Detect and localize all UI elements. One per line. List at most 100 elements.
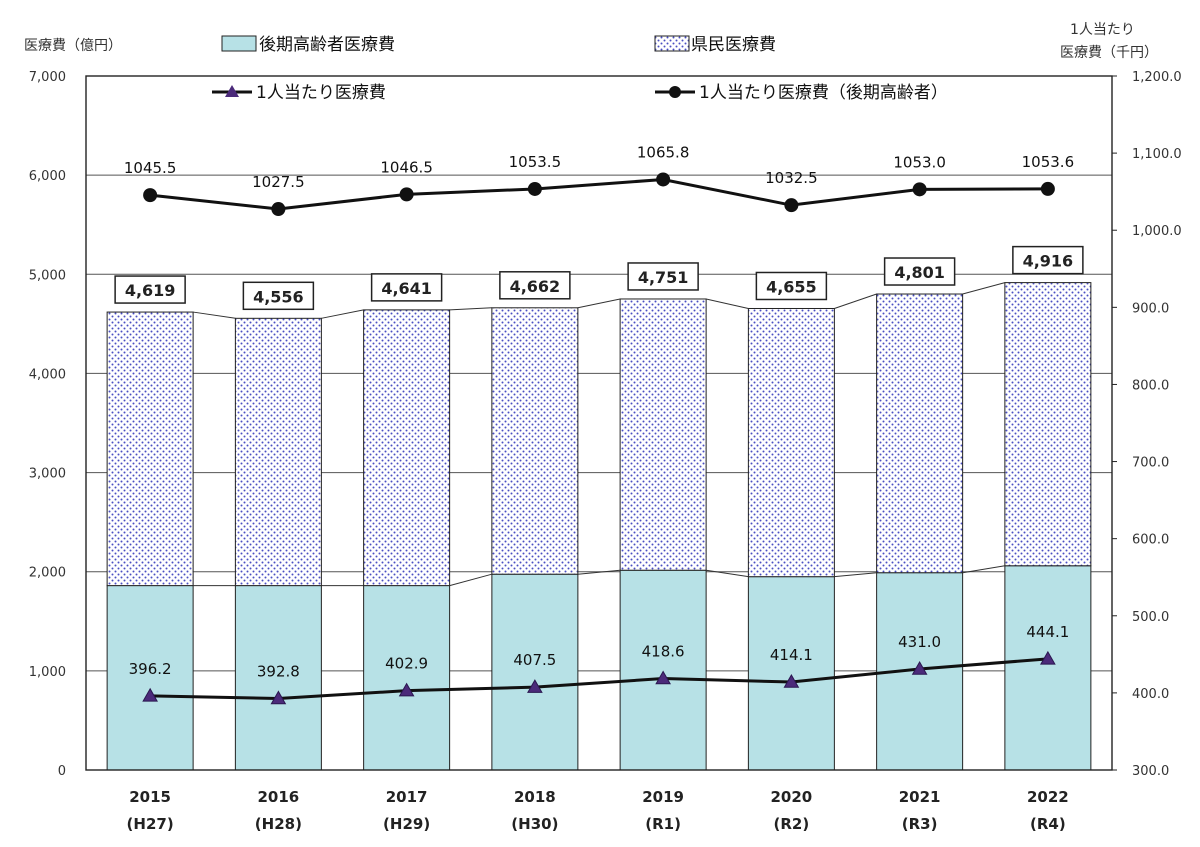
bar-total-label: 4,801 [894,263,945,282]
line-point [527,679,543,693]
y-right-axis-title-line1: 1人当たり [1070,22,1135,38]
x-tick-sublabel: (R1) [645,815,681,833]
series-connector [834,572,877,578]
y-left-tick-label: 0 [58,764,66,779]
series-line [149,177,1048,211]
point-label: 1053.6 [1022,153,1075,171]
series-connector [962,282,1006,295]
bar-total-label: 4,916 [1023,252,1074,271]
bar-total-label: 4,641 [381,279,432,298]
point-label: 1046.5 [380,158,433,176]
x-tick-sublabel: (H29) [383,815,430,833]
y-right-tick-label: 800.0 [1132,378,1169,393]
bar-kenmin [106,311,194,587]
point-label: 1065.8 [637,143,690,161]
line-point [911,660,928,675]
legend-swatch-kouki [221,35,257,52]
series-connector [706,569,749,578]
y-left-tick-label: 2,000 [29,566,66,581]
bar-total-box [242,281,315,311]
series-connector [706,298,749,309]
series-connector [193,311,236,319]
bar-kouki [363,585,451,771]
point-label: 444.1 [1026,623,1069,641]
x-tick-sublabel: (R4) [1030,815,1066,833]
line-point [271,202,286,217]
bar-total-box [499,271,571,300]
series-connector [962,565,1005,574]
line-point [1040,181,1055,196]
bar-kenmin [747,307,835,578]
y-left-tick-label: 7,000 [29,70,66,85]
legend-swatch-kenmin [654,35,690,52]
line-point [142,687,158,702]
y-right-tick-label: 700.0 [1132,456,1169,471]
x-tick-label: 2021 [899,788,941,806]
series-connector [577,569,621,575]
bar-kenmin [876,293,964,574]
bar-kouki [747,576,835,771]
bar-kouki [1004,565,1092,771]
y-right-tick-label: 1,000.0 [1132,224,1182,239]
point-label: 396.2 [129,660,172,678]
x-tick-label: 2016 [258,788,300,806]
x-tick-sublabel: (R3) [902,815,938,833]
x-tick-sublabel: (R2) [774,815,810,833]
y-right-tick-label: 900.0 [1132,301,1169,316]
y-left-tick-label: 6,000 [29,169,66,184]
line-point [143,188,158,203]
point-label: 1032.5 [765,169,818,187]
line-point [655,670,671,685]
x-tick-label: 2017 [386,788,428,806]
x-tick-sublabel: (H30) [511,815,558,833]
line-point [656,172,671,187]
bar-kenmin [619,298,707,571]
legend-label-kenmin: 県民医療費 [691,35,776,55]
bar-total-box [1012,245,1084,275]
line-point [398,682,415,697]
bar-total-label: 4,655 [766,277,817,296]
bar-kenmin [491,307,579,575]
y-left-tick-label: 4,000 [29,367,66,382]
point-label: 1027.5 [252,173,305,191]
bar-total-box [370,273,443,302]
x-tick-label: 2022 [1027,788,1069,806]
point-label: 392.8 [257,662,300,680]
line-point [527,181,542,196]
y-left-tick-label: 5,000 [29,268,66,283]
y-right-tick-label: 400.0 [1132,687,1169,702]
x-tick-label: 2015 [129,788,171,806]
bar-total-label: 4,619 [125,281,176,300]
y-right-tick-label: 1,100.0 [1132,147,1182,162]
bar-total-box [114,275,186,304]
point-label: 1053.0 [893,153,946,171]
point-label: 431.0 [898,633,941,651]
legend-marker-circle [669,86,681,98]
line-point [783,674,800,688]
bar-total-label: 4,556 [253,287,304,306]
x-tick-sublabel: (H28) [255,815,302,833]
line-point [912,182,927,197]
point-label: 414.1 [770,646,813,664]
bar-kenmin [363,309,451,587]
line-point [399,187,414,202]
series-connector [834,293,877,309]
line-point [1040,650,1056,665]
x-tick-sublabel: (H27) [127,815,174,833]
series-connector [449,573,493,587]
y-right-tick-label: 500.0 [1132,610,1169,625]
legend-label-per-capita: 1人当たり医療費 [256,83,386,103]
bar-total-box [755,271,828,301]
point-label: 402.9 [385,655,428,673]
bar-kenmin [234,317,322,587]
bar-total-label: 4,751 [638,268,689,287]
bar-kouki [234,585,322,771]
bar-total-box [883,257,956,286]
bar-kouki [491,573,579,771]
legend-label-per-capita-kouki: 1人当たり医療費（後期高齢者） [699,83,948,103]
legend-marker-triangle [225,85,239,97]
line-point [270,690,287,705]
series-connector [321,309,364,319]
